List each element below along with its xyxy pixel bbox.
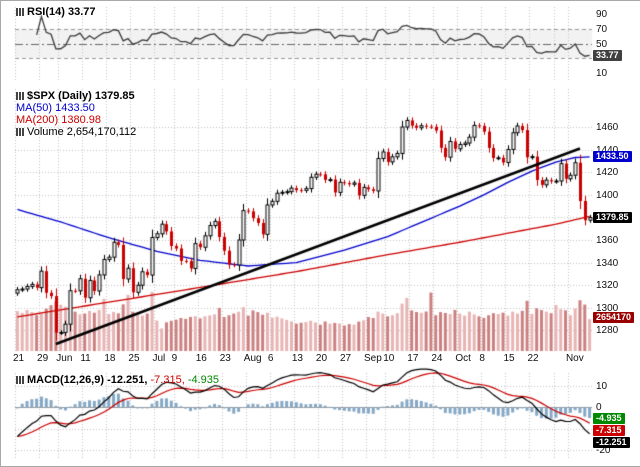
macd-hist-value: -4.935 <box>187 374 220 386</box>
macd-signal-value: -7.315, <box>150 374 185 386</box>
rsi-value-box: 33.77 <box>593 49 622 61</box>
date-axis-tick: 25 <box>128 353 140 364</box>
date-axis-tick: 16 <box>195 353 207 364</box>
rsi-axis-tick: 90 <box>596 9 608 21</box>
date-axis-tick: 24 <box>431 353 443 364</box>
price-axis-tick: 1360 <box>596 235 619 246</box>
date-axis-tick: 8 <box>479 353 485 364</box>
price-axis-tick: 1440 <box>596 144 619 156</box>
main-legend: $SPX (Daily) 1379.85 MA(50) 1433.50 MA(2… <box>16 90 136 138</box>
macd-hist-box: -4.935 <box>593 412 625 424</box>
ma200-legend: MA(200) 1380.98 <box>16 114 101 126</box>
price-axis-tick: 1460 <box>596 122 619 133</box>
rsi-axis-tick: 50 <box>596 38 608 50</box>
date-axis-tick: 10 <box>383 353 395 364</box>
date-axis-tick: Nov <box>565 353 584 364</box>
rsi-legend-text: RSI(14) 33.77 <box>27 6 96 18</box>
date-axis-tick: 15 <box>503 353 515 364</box>
date-axis-tick: 17 <box>407 353 419 364</box>
date-axis-tick: 22 <box>527 353 539 364</box>
price-axis-tick: 1400 <box>596 189 619 201</box>
last-price-box: 1379.85 <box>593 212 632 224</box>
date-axis-tick: Oct <box>455 353 471 364</box>
date-axis-tick: 13 <box>291 353 303 364</box>
price-axis-tick: 1320 <box>596 280 619 292</box>
volume-legend: Volume 2,654,170,112 <box>27 126 137 138</box>
date-axis-tick: Jul <box>152 353 166 364</box>
macd-axis-tick: 0 <box>596 402 602 414</box>
macd-legend-text: MACD(12,26,9) -12.251, <box>27 374 148 386</box>
volume-bars-icon <box>16 128 24 136</box>
price-axis-tick: 1340 <box>596 257 619 269</box>
ma50-legend: MA(50) 1433.50 <box>16 102 95 114</box>
date-axis-tick: 23 <box>219 353 231 364</box>
date-axis-tick: 20 <box>315 353 328 364</box>
date-axis-tick: 11 <box>80 353 91 364</box>
macd-signal-box: -7.315 <box>593 424 625 436</box>
macd-indicator-icon <box>16 376 24 384</box>
rsi-indicator-icon <box>16 8 24 16</box>
symbol-chart-icon <box>16 92 24 100</box>
date-axis-tick: 27 <box>339 353 352 364</box>
macd-legend: MACD(12,26,9) -12.251, -7.315, -4.935 <box>16 374 219 386</box>
macd-axis-tick: 10 <box>596 380 608 392</box>
macd-line-box: -12.251 <box>593 436 630 448</box>
ma50-value-box: 1433.50 <box>593 151 632 163</box>
date-axis-tick: Jun <box>56 353 73 364</box>
rsi-legend: RSI(14) 33.77 <box>16 6 95 18</box>
date-axis-tick: 6 <box>267 353 274 364</box>
date-axis-tick: 18 <box>104 353 116 364</box>
symbol-title: $SPX (Daily) 1379.85 <box>27 90 135 102</box>
date-axis-tick: 29 <box>37 353 49 364</box>
date-axis-tick: 21 <box>13 353 25 364</box>
price-axis-tick: 1280 <box>596 325 619 337</box>
date-axis-tick: 9 <box>171 353 178 364</box>
rsi-axis-tick: 70 <box>596 23 608 35</box>
volume-value-box: 2654170 <box>593 311 635 323</box>
date-axis-tick: Aug <box>243 353 262 364</box>
date-axis-tick: Sep <box>364 353 382 364</box>
macd-axis-tick: -20 <box>596 445 611 457</box>
rsi-axis-tick: 10 <box>596 67 608 79</box>
price-axis-tick: 1420 <box>596 167 619 179</box>
price-axis-tick: 1300 <box>596 302 619 314</box>
